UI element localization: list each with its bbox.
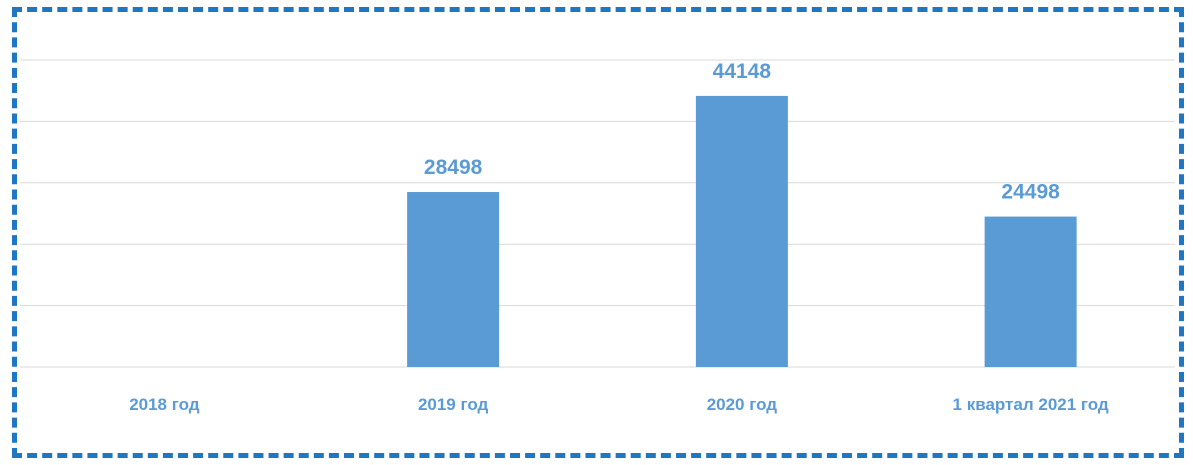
data-labels: 28498 44148 24498 xyxy=(424,60,1060,204)
bars xyxy=(407,95,1077,368)
data-label-3: 24498 xyxy=(1001,181,1060,204)
bar-1 xyxy=(407,192,500,367)
data-label-1: 28498 xyxy=(424,156,483,179)
data-label-2: 44148 xyxy=(713,60,772,83)
bar-2 xyxy=(695,95,788,368)
category-label-3: 1 квартал 2021 год xyxy=(953,395,1109,414)
gridlines xyxy=(20,59,1175,368)
category-label-0: 2018 год xyxy=(129,395,200,414)
category-label-2: 2020 год xyxy=(707,395,778,414)
category-label-1: 2019 год xyxy=(418,395,489,414)
bar-3 xyxy=(984,216,1077,367)
category-labels: 2018 год 2019 год 2020 год 1 квартал 2021 г… xyxy=(129,395,1109,414)
